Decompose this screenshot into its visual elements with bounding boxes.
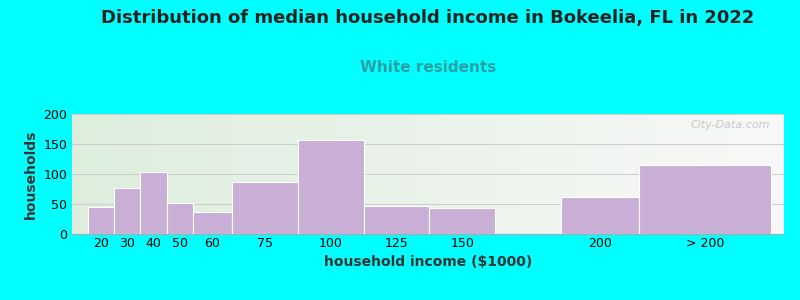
Bar bbox=[232, 182, 298, 234]
Bar bbox=[430, 208, 495, 234]
Bar bbox=[140, 172, 166, 234]
Bar bbox=[561, 197, 639, 234]
Bar bbox=[193, 212, 232, 234]
Text: White residents: White residents bbox=[360, 60, 496, 75]
Bar bbox=[88, 207, 114, 234]
Text: Distribution of median household income in Bokeelia, FL in 2022: Distribution of median household income … bbox=[102, 9, 754, 27]
Bar bbox=[114, 188, 140, 234]
Y-axis label: households: households bbox=[24, 129, 38, 219]
Bar bbox=[298, 140, 364, 234]
Bar bbox=[639, 165, 771, 234]
X-axis label: household income ($1000): household income ($1000) bbox=[324, 255, 532, 269]
Bar bbox=[166, 203, 193, 234]
Text: City-Data.com: City-Data.com bbox=[690, 120, 770, 130]
Bar bbox=[364, 206, 430, 234]
